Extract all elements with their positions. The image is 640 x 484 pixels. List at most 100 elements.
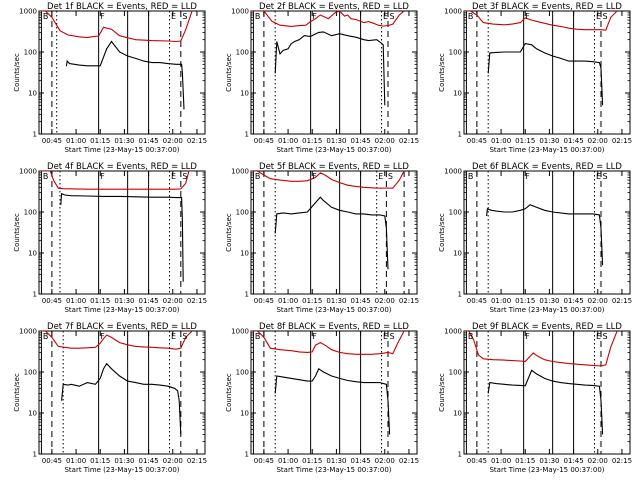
x-tick-label: 00:45	[467, 457, 487, 465]
detector-plot-6: Det 6f BLACK = Events, RED = LLD 1 10 100 10…	[438, 162, 632, 314]
x-tick-label: 01:15	[515, 457, 535, 465]
x-tick-label: 02:00	[163, 457, 183, 465]
plot-frame	[463, 10, 631, 135]
x-tick-label: 01:30	[539, 137, 559, 145]
detector-plot-7: Det 7f BLACK = Events, RED = LLD 1 10 100 10…	[13, 322, 207, 474]
time-marker-label: B	[468, 12, 474, 21]
plot-title: Det 3f BLACK = Events, RED = LLD	[472, 2, 622, 12]
time-marker-label: B	[255, 172, 261, 181]
x-tick-label: 01:30	[326, 457, 346, 465]
detector-plot-9: Det 9f BLACK = Events, RED = LLD 1 10 100 10…	[438, 322, 632, 474]
y-tick-label: 1000	[19, 8, 37, 16]
x-tick-label: 01:30	[114, 297, 134, 305]
y-axis-label: Counts/sec	[13, 53, 21, 92]
lld-series-line	[464, 11, 618, 31]
plot-area	[39, 11, 193, 134]
time-marker-label: S	[389, 332, 394, 341]
detector-plot-5: Det 5f BLACK = Events, RED = LLD 1 10 100 10…	[225, 162, 419, 314]
x-axis-label: Start Time (23-May-15 00:37:00)	[489, 146, 604, 154]
detector-plot-3: Det 3f BLACK = Events, RED = LLD 1 10 100 10…	[438, 2, 632, 154]
plot-frame	[38, 10, 206, 135]
x-tick-label: 02:00	[375, 137, 395, 145]
time-marker-label: F	[100, 172, 105, 181]
x-axis-label: Start Time (23-May-15 00:37:00)	[489, 466, 604, 474]
x-tick-label: 01:30	[326, 297, 346, 305]
y-axis-label: Counts/sec	[225, 213, 233, 252]
y-axis-label: Counts/sec	[13, 213, 21, 252]
x-tick-label: 01:45	[138, 297, 158, 305]
plot-frame	[38, 330, 206, 455]
detector-plot-8: Det 8f BLACK = Events, RED = LLD 1 10 100 10…	[225, 322, 419, 474]
detector-plot-2: Det 2f BLACK = Events, RED = LLD 1 10 100 10…	[225, 2, 419, 154]
y-tick-label: 10	[453, 410, 462, 418]
events-series-line	[61, 362, 182, 435]
lld-series-line	[39, 171, 194, 190]
time-marker-label: S	[182, 12, 187, 21]
time-marker-label: S	[388, 172, 393, 181]
y-tick-label: 10	[453, 90, 462, 98]
plot-frame	[463, 170, 631, 295]
time-marker-label: E	[596, 12, 601, 21]
x-tick-label: 02:15	[399, 137, 419, 145]
x-tick-label: 01:45	[563, 297, 583, 305]
x-tick-label: 01:00	[66, 297, 86, 305]
x-tick-label: 01:45	[138, 457, 158, 465]
x-axis-label: Start Time (23-May-15 00:37:00)	[64, 146, 179, 154]
y-axis-label: Counts/sec	[438, 373, 446, 412]
plot-frame	[38, 170, 206, 295]
events-series-line	[274, 196, 389, 270]
time-marker-label: B	[255, 12, 261, 21]
x-tick-label: 01:00	[491, 457, 511, 465]
y-tick-label: 1	[245, 131, 249, 139]
x-tick-label: 02:15	[399, 297, 419, 305]
events-series-line	[486, 204, 604, 266]
x-tick-label: 01:15	[90, 137, 110, 145]
x-tick-label: 01:00	[278, 457, 298, 465]
x-tick-label: 00:45	[467, 297, 487, 305]
x-tick-label: 02:15	[187, 137, 207, 145]
x-tick-label: 01:00	[278, 137, 298, 145]
y-axis-label: Counts/sec	[438, 53, 446, 92]
y-tick-label: 1000	[444, 328, 462, 336]
x-tick-label: 01:15	[302, 137, 322, 145]
y-tick-label: 1000	[231, 8, 249, 16]
y-tick-label: 1000	[444, 168, 462, 176]
time-marker-label: E	[383, 332, 388, 341]
plot-title: Det 7f BLACK = Events, RED = LLD	[47, 322, 197, 332]
time-marker-label: S	[182, 172, 187, 181]
detector-plot-1: Det 1f BLACK = Events, RED = LLD 1 10 100 10…	[13, 2, 207, 154]
plot-title: Det 8f BLACK = Events, RED = LLD	[259, 322, 409, 332]
plot-title: Det 1f BLACK = Events, RED = LLD	[47, 2, 197, 12]
x-tick-label: 02:15	[187, 297, 207, 305]
x-tick-label: 02:15	[612, 297, 632, 305]
x-tick-label: 01:30	[326, 137, 346, 145]
y-axis-label: Counts/sec	[225, 53, 233, 92]
time-marker-label: E	[378, 172, 383, 181]
x-tick-label: 01:45	[138, 137, 158, 145]
lld-series-line	[251, 11, 405, 27]
x-axis-label: Start Time (23-May-15 00:37:00)	[276, 466, 391, 474]
x-tick-label: 02:00	[588, 137, 608, 145]
x-tick-label: 00:45	[467, 137, 487, 145]
y-tick-label: 100	[449, 209, 462, 217]
plot-title: Det 9f BLACK = Events, RED = LLD	[472, 322, 622, 332]
y-tick-label: 1000	[231, 168, 249, 176]
x-tick-label: 02:00	[375, 297, 395, 305]
plot-area	[39, 331, 193, 454]
lld-series-line	[251, 331, 405, 355]
plot-title: Det 6f BLACK = Events, RED = LLD	[472, 162, 622, 172]
x-tick-label: 00:45	[254, 457, 274, 465]
time-marker-label: B	[43, 332, 49, 341]
time-marker-label: S	[602, 332, 607, 341]
x-axis-label: Start Time (23-May-15 00:37:00)	[64, 466, 179, 474]
x-tick-label: 00:45	[42, 457, 62, 465]
x-tick-label: 01:30	[114, 457, 134, 465]
y-tick-label: 1	[458, 451, 462, 459]
y-tick-label: 1000	[444, 8, 462, 16]
x-tick-label: 02:00	[588, 457, 608, 465]
x-tick-label: 02:00	[375, 457, 395, 465]
lld-series-line	[464, 331, 618, 367]
x-axis-label: Start Time (23-May-15 00:37:00)	[276, 146, 391, 154]
x-tick-label: 00:45	[42, 297, 62, 305]
